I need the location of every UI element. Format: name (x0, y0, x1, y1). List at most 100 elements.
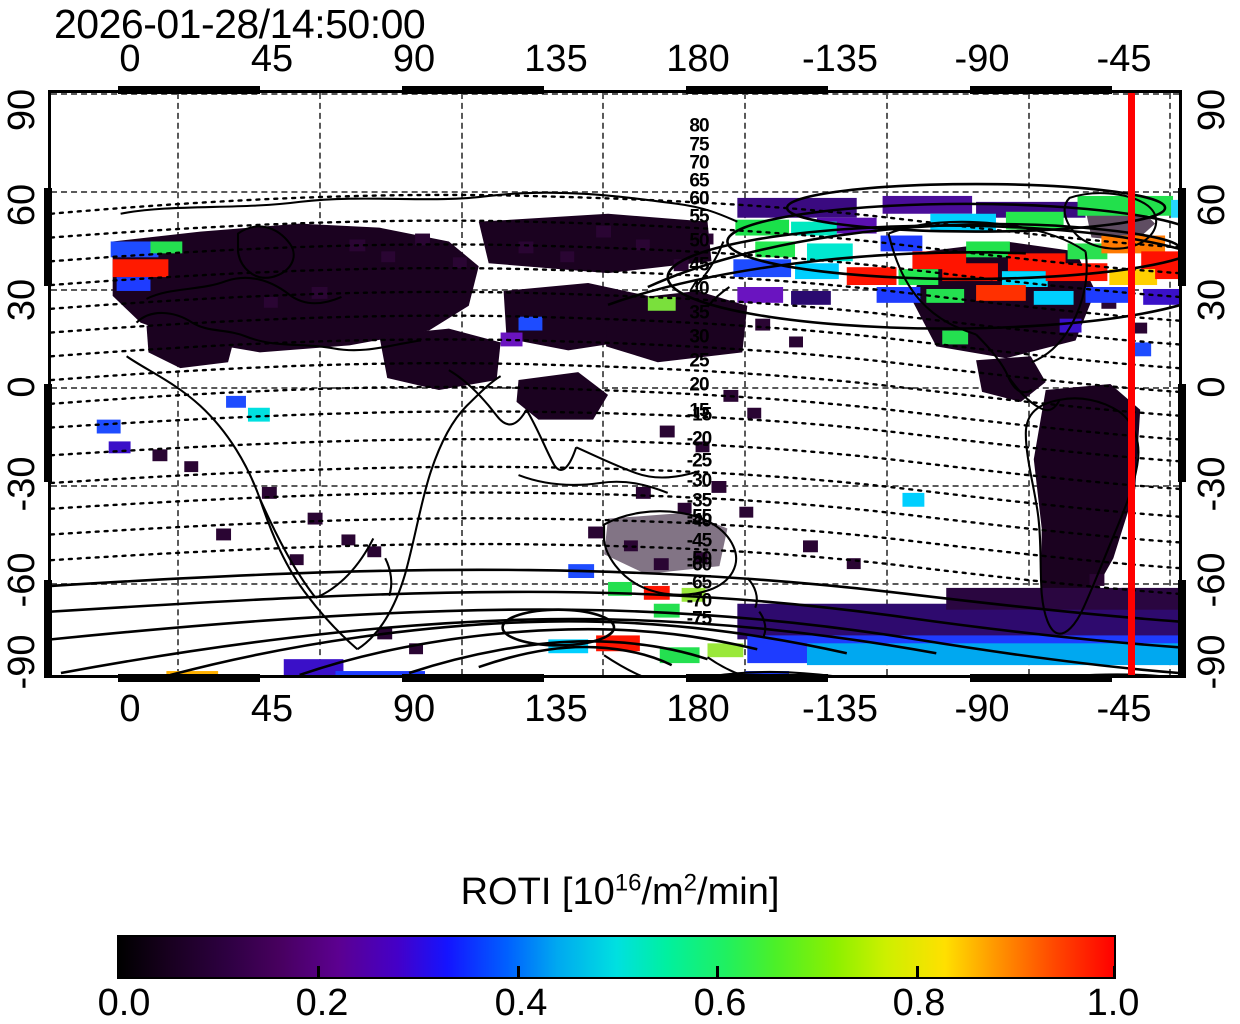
noon-meridian-line (1128, 93, 1135, 675)
mag-lat-label-35: 35 (689, 302, 709, 324)
colorbar-label-0: 0.0 (97, 982, 151, 1024)
grid-longitude-m45 (1169, 93, 1171, 675)
colorbar-label-04: 0.4 (494, 982, 548, 1024)
grid-longitude-180 (744, 93, 746, 675)
frame-seg-right-2 (1178, 384, 1186, 482)
colorbar-title-exp: 16 (614, 869, 642, 897)
frame-seg-right-3 (1178, 580, 1186, 678)
grid-latitude-0 (51, 387, 1179, 389)
mag-lat-label-m70: -70 (686, 590, 712, 612)
mag-lat-label-m45: -45 (686, 530, 712, 552)
grid-longitude-0 (177, 93, 179, 675)
colorbar-tick-06 (716, 966, 719, 979)
mag-lat-label-m75: -75 (686, 608, 712, 630)
bottom-axis-tick-180: 180 (666, 688, 730, 730)
colorbar-label-10: 1.0 (1086, 982, 1140, 1024)
mag-lat-label-m40: -40 (686, 510, 712, 532)
right-axis-tick-m30: -30 (1191, 456, 1233, 512)
grid-latitude-60 (51, 191, 1179, 193)
colorbar-tick-02 (317, 966, 320, 979)
mag-lat-label-55: 55 (689, 206, 709, 228)
left-axis-tick-0: 0 (1, 376, 43, 398)
grid-latitude-90 (51, 93, 1179, 95)
map-canvas: 80 75 70 65 60 55 50 45 40 35 30 25 20 1… (51, 93, 1179, 675)
mag-lat-label-m65: -65 (686, 572, 712, 594)
right-axis-tick-30: 30 (1191, 278, 1233, 322)
mag-lat-label-60: 60 (689, 188, 709, 210)
colorbar-title-exp2: 2 (683, 869, 698, 897)
bottom-axis-tick-0: 0 (119, 688, 141, 730)
bottom-axis-tick-m90: -90 (954, 688, 1010, 730)
colorbar-label-08: 0.8 (892, 982, 946, 1024)
left-axis-tick-m30: -30 (1, 456, 43, 512)
colorbar-title-tail: /m (641, 871, 684, 913)
grid-latitude-m30 (51, 485, 1179, 487)
colorbar-tick-08 (916, 966, 919, 979)
mag-lat-label-15: 15 (689, 400, 709, 422)
bottom-axis-tick-90: 90 (392, 688, 436, 730)
bottom-axis-tick-135: 135 (524, 688, 588, 730)
mag-lat-label-30: 30 (689, 326, 709, 348)
mag-lat-label-45: 45 (689, 254, 709, 276)
colorbar-title-main: ROTI [10 (460, 871, 615, 913)
mag-lat-label-25: 25 (689, 350, 709, 372)
right-axis-tick-0: 0 (1191, 376, 1233, 398)
mag-lat-label-80: 80 (689, 115, 709, 137)
mag-lat-label-m50: -50 (686, 548, 712, 570)
mag-lat-label-75: 75 (689, 134, 709, 156)
right-axis-tick-60: 60 (1191, 183, 1233, 227)
colorbar-label-06: 0.6 (693, 982, 747, 1024)
frame-seg-left-1 (44, 188, 52, 286)
right-axis-tick-m60: -60 (1191, 552, 1233, 608)
frame-seg-bot-2 (402, 674, 544, 682)
mag-lat-label-m30: -30 (686, 470, 712, 492)
top-axis-tick-180: 180 (666, 38, 730, 80)
grid-longitude-135 (602, 93, 604, 675)
left-axis-tick-m60: -60 (1, 552, 43, 608)
frame-seg-bot-1 (118, 674, 260, 682)
right-axis-tick-90: 90 (1191, 88, 1233, 132)
mag-lat-label-m25: -25 (686, 450, 712, 472)
top-axis-tick-0: 0 (119, 38, 141, 80)
frame-seg-left-2 (44, 384, 52, 482)
bottom-axis-tick-m135: -135 (801, 688, 879, 730)
top-axis-tick-45: 45 (250, 38, 294, 80)
mag-lat-label-70: 70 (689, 152, 709, 174)
grid-longitude-45 (319, 93, 321, 675)
colorbar-tick-0 (117, 966, 120, 979)
frame-seg-top-1 (118, 86, 260, 94)
left-axis-tick-30: 30 (1, 278, 43, 322)
grid-longitude-m135 (886, 93, 888, 675)
frame-seg-top-4 (970, 86, 1112, 94)
frame-seg-right-1 (1178, 188, 1186, 286)
mag-lat-label-m60: -60 (686, 554, 712, 576)
frame-seg-bot-4 (970, 674, 1112, 682)
colorbar-tick-04 (517, 966, 520, 979)
top-axis-tick-m90: -90 (954, 38, 1010, 80)
bottom-axis-tick-45: 45 (250, 688, 294, 730)
roti-data-layer (51, 182, 1179, 675)
top-axis-tick-135: 135 (524, 38, 588, 80)
roti-map-plot: 80 75 70 65 60 55 50 45 40 35 30 25 20 1… (48, 90, 1182, 678)
mag-lat-label-m35: -35 (686, 490, 712, 512)
top-axis-tick-90: 90 (392, 38, 436, 80)
top-axis-tick-m135: -135 (801, 38, 879, 80)
top-axis-tick-m45: -45 (1096, 38, 1152, 80)
frame-seg-left-3 (44, 580, 52, 678)
right-axis-tick-m90: -90 (1191, 634, 1233, 690)
left-axis-tick-60: 60 (1, 183, 43, 227)
mag-lat-label-m55: -55 (686, 506, 712, 528)
frame-seg-top-2 (402, 86, 544, 94)
frame-seg-top-3 (686, 86, 828, 94)
colorbar-tick-10 (1113, 966, 1116, 979)
colorbar-label-02: 0.2 (295, 982, 349, 1024)
left-axis-tick-m90: -90 (1, 634, 43, 690)
colorbar-title-tail2: /min] (697, 871, 780, 913)
mag-lat-label-20: 20 (689, 374, 709, 396)
left-axis-tick-90: 90 (1, 88, 43, 132)
colorbar-gradient[interactable] (117, 935, 1116, 979)
mag-lat-label-50: 50 (689, 230, 709, 252)
mag-lat-label-65: 65 (689, 170, 709, 192)
mag-lat-label-40: 40 (689, 278, 709, 300)
mag-lat-label-m15b: -15 (686, 404, 712, 426)
